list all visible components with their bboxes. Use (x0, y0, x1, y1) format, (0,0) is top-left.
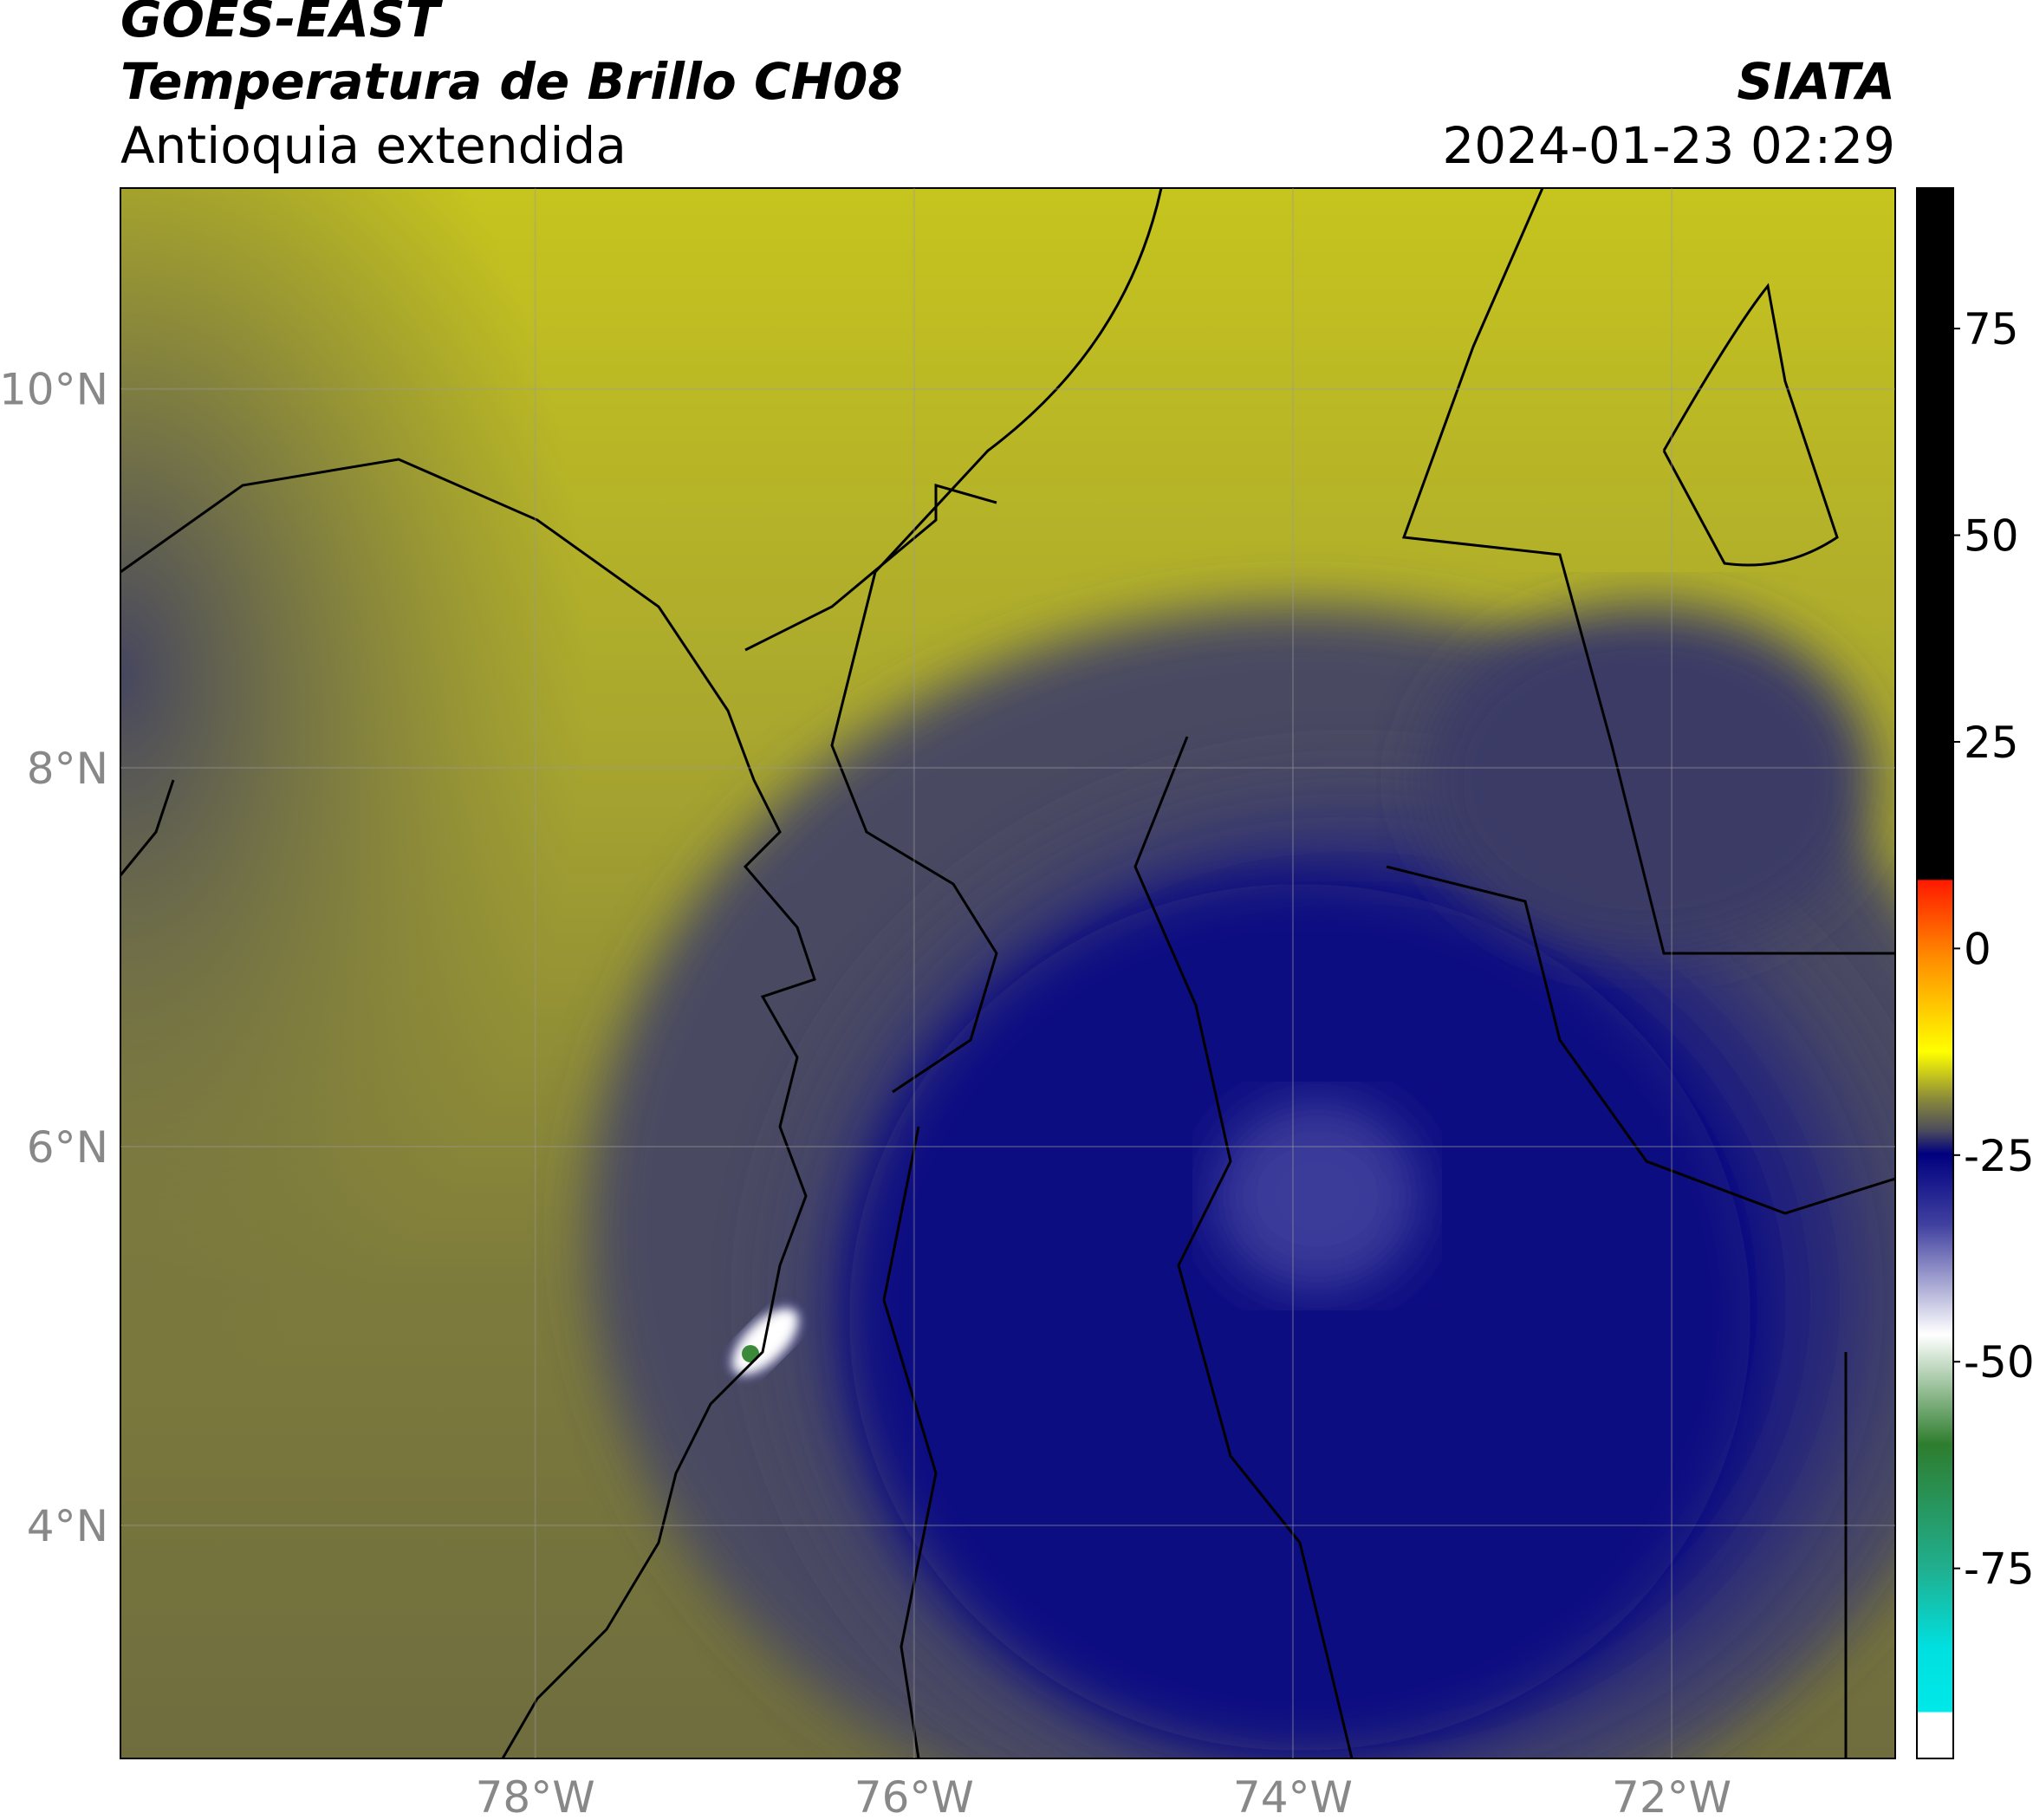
source: SIATA (1737, 52, 1895, 111)
colorbar-tick-label: -75 (1964, 1544, 2033, 1595)
title: GOES-EAST (120, 0, 444, 49)
datetime: 2024-01-23 02:29 (1442, 116, 1895, 175)
map-image (120, 188, 1895, 1758)
colorbar-tick-label: 0 (1964, 924, 1991, 974)
y-tick-label: 10°N (0, 365, 108, 415)
colorbar-tick-label: 50 (1964, 511, 2019, 562)
x-tick-label: 76°W (854, 1772, 974, 1820)
colorbar-tick-label: -25 (1964, 1131, 2033, 1181)
x-tick-label: 74°W (1233, 1772, 1353, 1820)
y-tick-label: 4°N (27, 1501, 108, 1551)
subtitle: Temperatura de Brillo CH08 (120, 52, 903, 111)
region: Antioquia extendida (120, 116, 627, 175)
colorbar-tick-label: 75 (1964, 304, 2019, 354)
colorbar (1916, 187, 1954, 1759)
colorbar-tick-label: -50 (1964, 1337, 2033, 1388)
x-tick-label: 72°W (1612, 1772, 1731, 1820)
y-tick-label: 8°N (27, 744, 108, 794)
colorbar-tick-label: 25 (1964, 718, 2019, 768)
x-tick-label: 78°W (476, 1772, 595, 1820)
map-frame (120, 187, 1896, 1759)
y-tick-label: 6°N (27, 1122, 108, 1173)
